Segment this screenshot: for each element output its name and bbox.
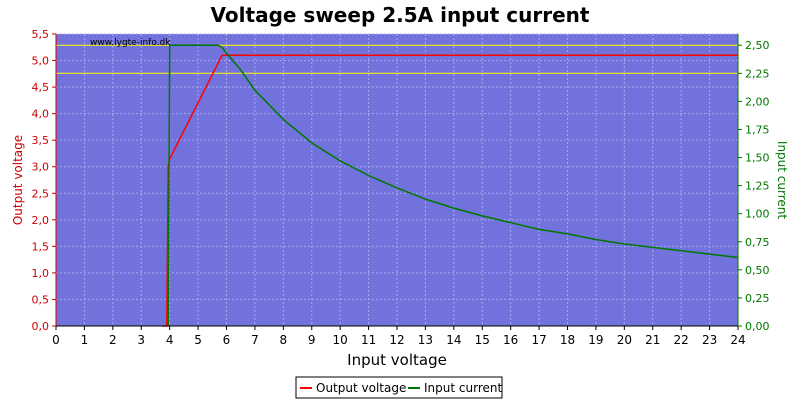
legend-label-output-voltage: Output voltage [316, 381, 406, 395]
x-tick-label: 11 [361, 333, 376, 347]
x-tick-label: 12 [389, 333, 404, 347]
right-tick-label: 0,50 [745, 264, 770, 277]
x-tick-label: 8 [280, 333, 288, 347]
x-tick-label: 23 [702, 333, 717, 347]
left-tick-label: 2,0 [32, 214, 50, 227]
x-tick-label: 20 [617, 333, 632, 347]
right-tick-label: 0,25 [745, 292, 770, 305]
x-tick-label: 4 [166, 333, 174, 347]
left-tick-label: 3,0 [32, 161, 50, 174]
right-tick-label: 0,00 [745, 320, 770, 333]
legend-label-input-current: Input current [424, 381, 502, 395]
x-tick-label: 22 [674, 333, 689, 347]
right-tick-label: 1,50 [745, 152, 770, 165]
x-tick-label: 3 [137, 333, 145, 347]
left-tick-label: 1,0 [32, 267, 50, 280]
left-tick-label: 3,5 [32, 134, 50, 147]
left-tick-label: 5,5 [32, 28, 50, 41]
left-tick-label: 4,0 [32, 108, 50, 121]
x-tick-label: 5 [194, 333, 202, 347]
right-tick-label: 1,75 [745, 123, 770, 136]
legend-box [295, 376, 503, 399]
x-tick-label: 19 [588, 333, 603, 347]
x-axis-title: Input voltage [347, 351, 447, 369]
x-tick-label: 24 [730, 333, 745, 347]
chart-title: Voltage sweep 2.5A input current [211, 3, 590, 27]
ticks: 0 1 2 3 4 5 6 7 8 9 10 11 12 13 14 15 16 17 18 19 20 21 22 23 24… [32, 28, 770, 347]
right-axis-title: Input current [775, 141, 789, 219]
left-tick-label: 0,5 [32, 293, 50, 306]
x-tick-label: 9 [308, 333, 316, 347]
x-tick-label: 14 [446, 333, 461, 347]
x-tick-label: 10 [333, 333, 348, 347]
x-tick-label: 7 [251, 333, 259, 347]
left-tick-label: 2,5 [32, 187, 50, 200]
right-tick-label: 0,75 [745, 236, 770, 249]
x-tick-label: 13 [418, 333, 433, 347]
right-tick-label: 2,50 [745, 39, 770, 52]
right-tick-label: 2,25 [745, 67, 770, 80]
x-tick-label: 1 [81, 333, 89, 347]
left-tick-label: 5,0 [32, 55, 50, 68]
left-tick-label: 0,0 [32, 320, 50, 333]
right-tick-label: 1,00 [745, 208, 770, 221]
x-tick-label: 0 [52, 333, 60, 347]
left-tick-label: 1,5 [32, 240, 50, 253]
x-tick-label: 2 [109, 333, 117, 347]
x-tick-label: 6 [223, 333, 231, 347]
x-tick-label: 21 [645, 333, 660, 347]
x-tick-label: 17 [531, 333, 546, 347]
right-tick-label: 2,00 [745, 95, 770, 108]
legend: Output voltage Input current [295, 376, 503, 399]
right-tick-label: 1,25 [745, 180, 770, 193]
x-tick-label: 15 [475, 333, 490, 347]
left-tick-label: 4,5 [32, 81, 50, 94]
watermark: www.lygte-info.dk [90, 38, 171, 48]
left-axis-title: Output voltage [11, 135, 25, 225]
x-tick-label: 16 [503, 333, 518, 347]
x-tick-label: 18 [560, 333, 575, 347]
series-line-input-current [167, 44, 739, 327]
